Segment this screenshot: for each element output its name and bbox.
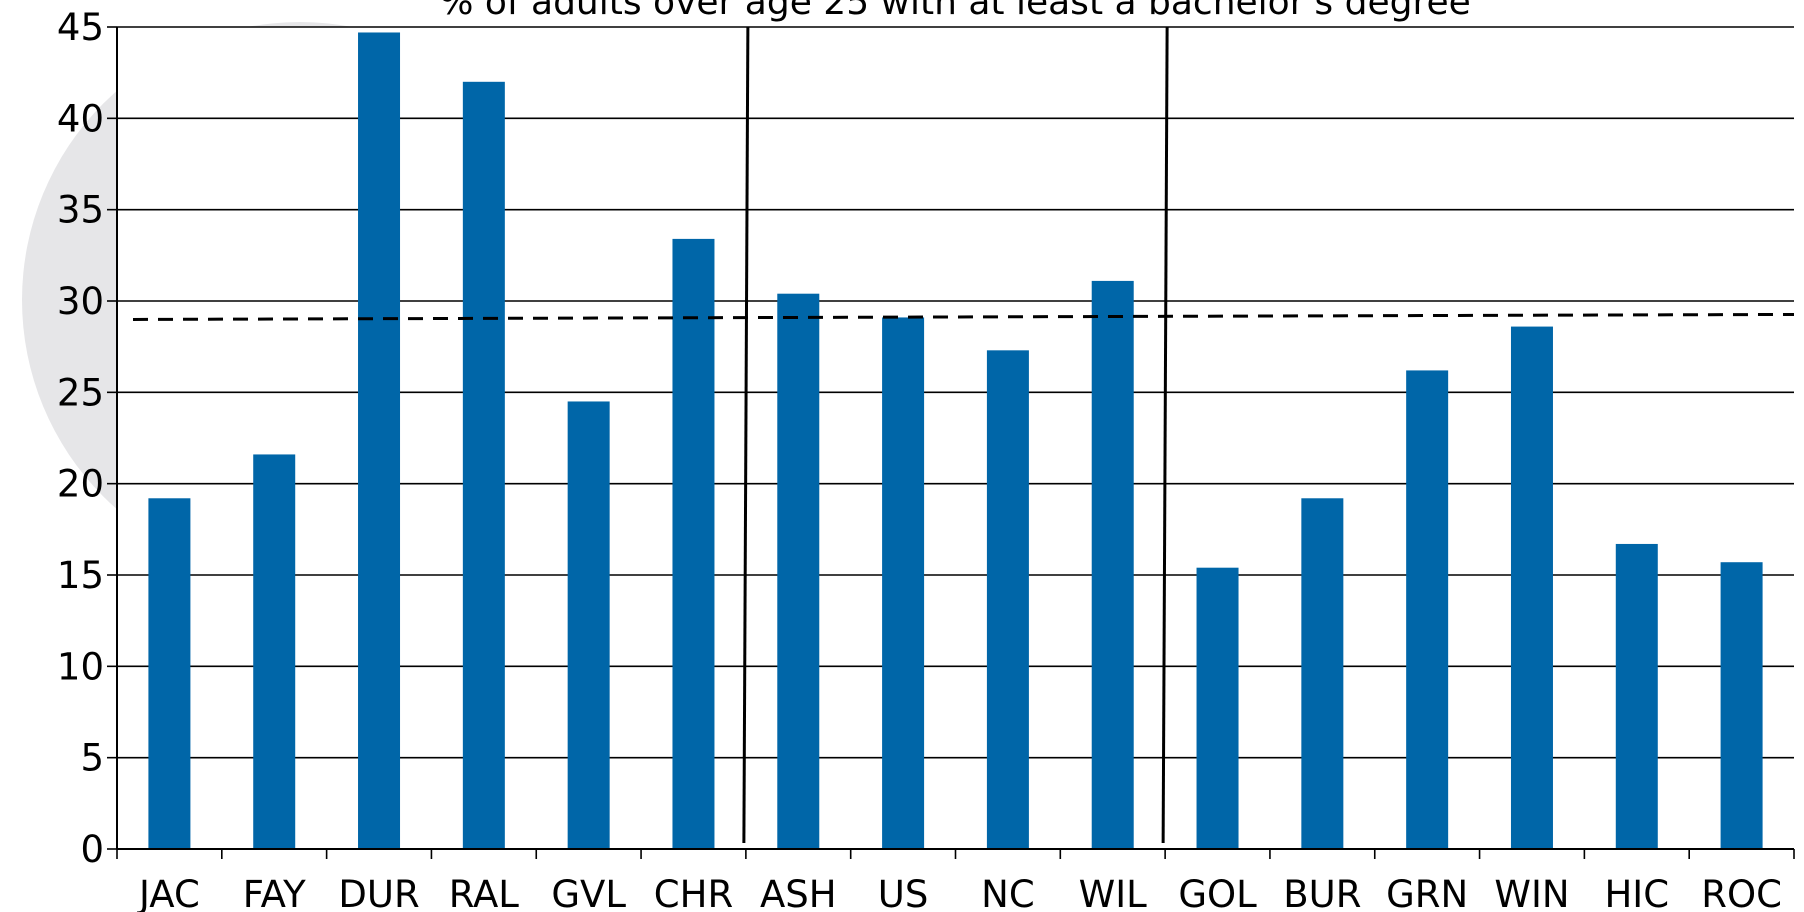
group-divider	[742, 26, 750, 844]
x-tick-label: GOL	[1178, 873, 1257, 912]
y-tick-labels: 0 5 10 15 20 25 30 35 40 45	[57, 6, 104, 871]
x-tick-label: FAY	[243, 873, 306, 912]
group-dividers	[742, 26, 1169, 844]
bar-win	[1510, 326, 1553, 849]
bar-us	[882, 317, 925, 849]
bar-chr	[672, 238, 715, 850]
reference-line-group	[132, 312, 1795, 321]
x-tick-label: BUR	[1283, 873, 1361, 912]
y-tick-label: 45	[57, 6, 104, 49]
bar-jac	[148, 498, 191, 849]
x-tick-label: CHR	[654, 873, 733, 912]
x-tick-label: DUR	[338, 873, 419, 912]
bar-gvl	[567, 401, 610, 849]
x-tick-label: HIC	[1604, 873, 1669, 912]
y-tick-label: 40	[57, 97, 104, 140]
bar-fay	[253, 454, 296, 849]
x-tick-label: GRN	[1386, 873, 1468, 912]
x-tick-labels: JAC FAY DUR RAL GVL CHR ASH US NC WIL GOL BUR GRN WIN…	[137, 873, 1782, 912]
x-tick-label: NC	[981, 873, 1035, 912]
y-tick-label: 25	[57, 371, 104, 414]
y-tick-label: 20	[57, 463, 104, 506]
y-tick-label: 0	[80, 828, 104, 871]
bar-dur	[358, 32, 401, 850]
x-tick-label: GVL	[551, 873, 626, 912]
y-tick-label: 10	[57, 645, 104, 688]
bar-bur	[1301, 498, 1344, 849]
reference-line	[132, 312, 1795, 321]
x-tick-label: ROC	[1701, 873, 1782, 912]
bars	[148, 32, 1763, 850]
bar-hic	[1615, 543, 1658, 849]
bar-wil	[1091, 280, 1134, 849]
bar-roc	[1720, 562, 1763, 849]
y-tick-label: 35	[57, 189, 104, 232]
x-tick-label: ASH	[760, 873, 837, 912]
bar-grn	[1406, 370, 1449, 849]
x-tick-label: RAL	[449, 873, 520, 912]
bar-ash	[777, 293, 820, 849]
x-tick-label: WIL	[1079, 873, 1147, 912]
group-divider	[1161, 26, 1169, 844]
x-tick-label: WIN	[1494, 873, 1569, 912]
axes	[116, 27, 1795, 859]
x-tick-label: JAC	[137, 873, 200, 912]
x-tick-label: US	[878, 873, 929, 912]
bar-gol	[1196, 567, 1239, 849]
chart-title: % of adults over age 25 with at least a …	[439, 0, 1471, 23]
bar-ral	[462, 81, 505, 850]
bar-nc	[986, 350, 1029, 849]
y-tick-label: 5	[80, 737, 104, 780]
y-tick-label: 15	[57, 554, 104, 597]
y-tick-label: 30	[57, 280, 104, 323]
